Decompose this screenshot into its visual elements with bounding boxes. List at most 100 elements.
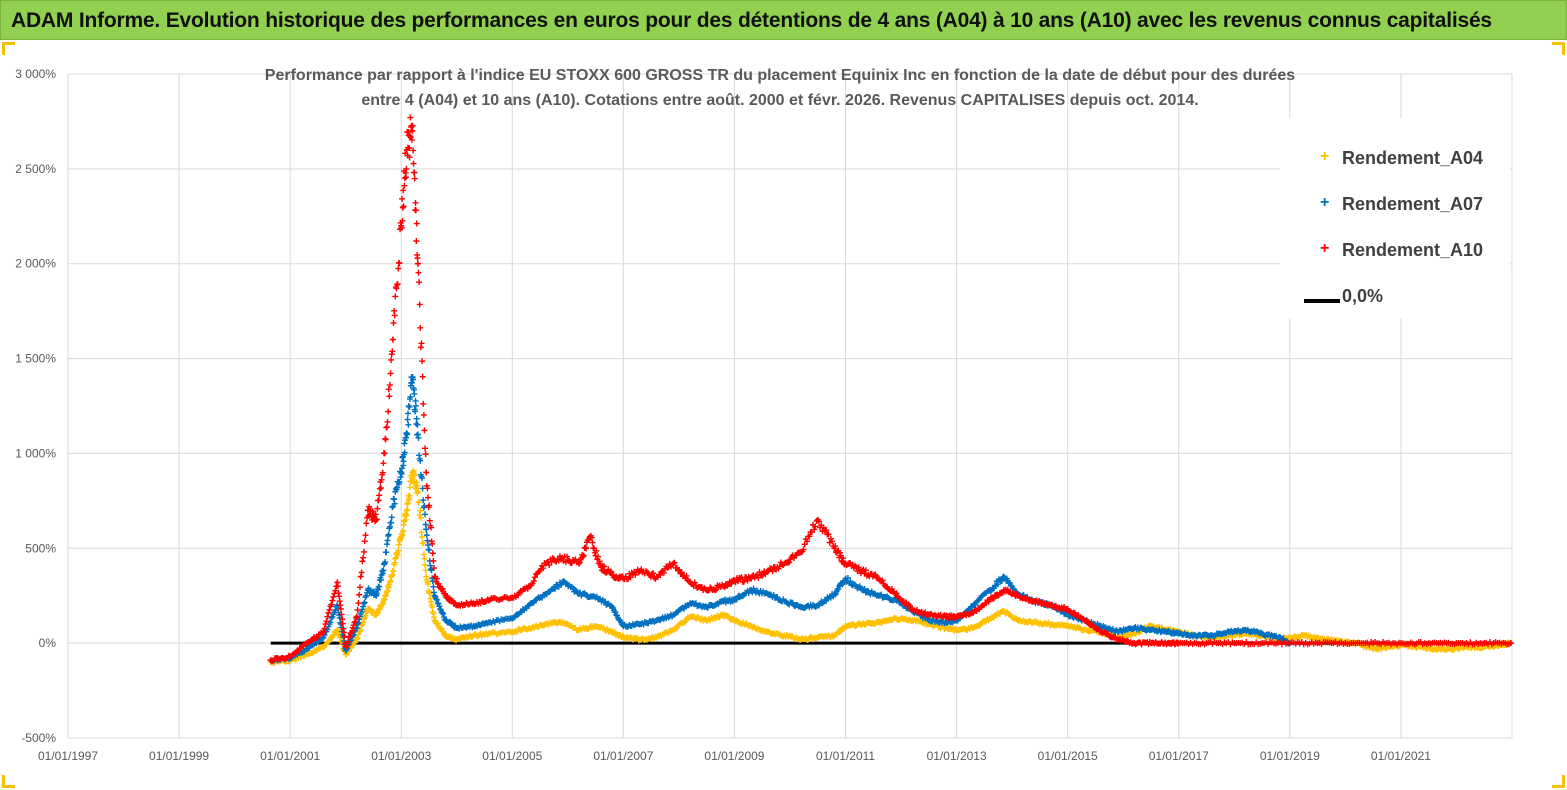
data-point <box>414 260 421 267</box>
data-point-fill <box>361 538 368 545</box>
data-point-fill <box>356 591 363 598</box>
data-point-fill <box>588 534 595 541</box>
chart-title-line-2: entre 4 (A04) et 10 ans (A10). Cotations… <box>361 92 1199 109</box>
data-point-fill <box>414 489 421 496</box>
data-point-fill <box>416 301 423 308</box>
data-point-fill <box>348 637 355 644</box>
data-point-fill <box>786 559 793 566</box>
y-tick-label: 1 000% <box>15 446 56 460</box>
data-point-fill <box>769 568 776 575</box>
data-point-fill <box>1084 618 1091 625</box>
data-point-fill <box>404 500 411 507</box>
data-point-fill <box>412 199 419 206</box>
data-point-fill <box>352 618 359 625</box>
x-tick-label: 01/01/1997 <box>38 749 98 763</box>
data-point-fill <box>429 540 436 547</box>
data-point-fill <box>419 475 426 482</box>
data-point-fill <box>359 558 366 565</box>
data-point-fill <box>413 420 420 427</box>
data-point-fill <box>388 514 395 521</box>
data-point-fill <box>414 431 421 438</box>
data-point-fill <box>363 520 370 527</box>
data-point-fill <box>804 538 811 545</box>
data-point-fill <box>385 386 392 393</box>
data-point-fill <box>606 627 613 634</box>
y-tick-label: -500% <box>21 731 56 745</box>
data-point-fill <box>417 457 424 464</box>
data-point-fill <box>388 519 395 526</box>
data-point-fill <box>594 553 601 560</box>
data-point-fill <box>612 608 619 615</box>
data-point-fill <box>398 470 405 477</box>
data-point-fill <box>416 499 423 506</box>
data-point-fill <box>835 586 842 593</box>
data-point-fill <box>425 581 432 588</box>
data-point-fill <box>409 122 416 129</box>
data-point-fill <box>430 589 437 596</box>
data-point-fill <box>411 472 418 479</box>
x-tick-label: 01/01/2001 <box>260 749 320 763</box>
data-point-fill <box>427 524 434 531</box>
report-title: ADAM Informe. Evolution historique des p… <box>11 9 1492 32</box>
data-point-fill <box>1479 640 1486 647</box>
data-point-fill <box>415 434 422 441</box>
data-point-fill <box>401 182 408 189</box>
data-point-fill <box>823 527 830 534</box>
data-point-fill <box>403 165 410 172</box>
data-point-fill <box>789 599 796 606</box>
data-point-fill <box>369 508 376 515</box>
data-point-fill <box>350 622 357 629</box>
legend-label-zero: 0,0% <box>1342 286 1384 306</box>
data-point-fill <box>430 583 437 590</box>
data-point-fill <box>402 174 409 181</box>
data-point-fill <box>319 630 326 637</box>
data-point-fill <box>361 599 368 606</box>
data-point-fill <box>366 503 373 510</box>
data-point-fill <box>558 581 565 588</box>
data-point-fill <box>339 620 346 627</box>
data-point-fill <box>383 549 390 556</box>
data-point-fill <box>349 627 356 634</box>
legend-plus-marker-icon: + <box>1320 194 1330 211</box>
data-point-fill <box>386 393 393 400</box>
data-point-fill <box>855 564 862 571</box>
data-point-fill <box>332 587 339 594</box>
data-point-fill <box>420 497 427 504</box>
data-point-fill <box>413 479 420 486</box>
data-point-fill <box>362 612 369 619</box>
data-point-fill <box>425 494 432 501</box>
x-tick-label: 01/01/2017 <box>1149 749 1209 763</box>
data-point-fill <box>390 319 397 326</box>
data-point-fill <box>829 538 836 545</box>
data-point-fill <box>437 606 444 613</box>
data-point-fill <box>414 421 421 428</box>
data-point-fill <box>540 565 547 572</box>
data-point-fill <box>556 619 563 626</box>
data-point-fill <box>429 550 436 557</box>
data-point-fill <box>400 458 407 465</box>
data-point-fill <box>420 411 427 418</box>
data-point-fill <box>379 469 386 476</box>
data-point-fill <box>396 478 403 485</box>
data-point-fill <box>421 555 428 562</box>
data-point-fill <box>800 546 807 553</box>
data-point-fill <box>411 390 418 397</box>
data-point-fill <box>424 485 431 492</box>
legend-label-a04: Rendement_A04 <box>1342 148 1484 168</box>
corner-bottom-right <box>1552 775 1565 788</box>
data-point-fill <box>417 514 424 521</box>
data-point-fill <box>430 614 437 621</box>
data-point-fill <box>413 220 420 227</box>
data-point-fill <box>373 516 380 523</box>
data-point-fill <box>1028 598 1035 605</box>
data-point-fill <box>354 635 361 642</box>
data-point-fill <box>418 340 425 347</box>
data-point-fill <box>398 224 405 231</box>
data-point-fill <box>410 147 417 154</box>
data-point-fill <box>422 451 429 458</box>
legend-plus-marker-icon: + <box>1320 240 1330 257</box>
data-point-fill <box>357 626 364 633</box>
data-point-fill <box>683 572 690 579</box>
data-point-fill <box>399 217 406 224</box>
data-point-fill <box>1090 623 1097 630</box>
